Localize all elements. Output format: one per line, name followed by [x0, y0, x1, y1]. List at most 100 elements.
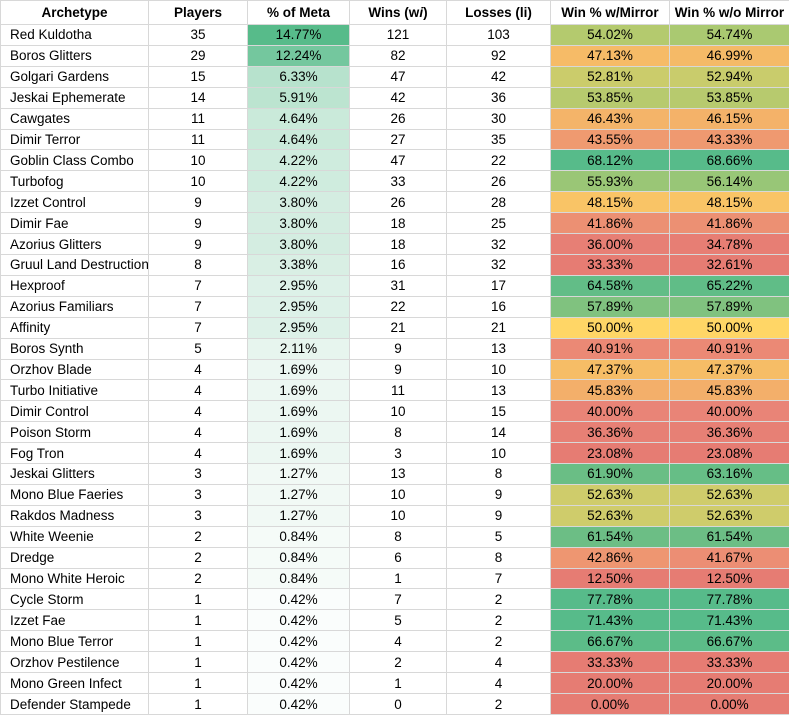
cell-win-mirror[interactable]: 52.63%: [550, 483, 670, 506]
cell-meta[interactable]: 1.69%: [247, 400, 350, 423]
cell-players[interactable]: 14: [148, 86, 248, 109]
cell-losses[interactable]: 7: [446, 567, 551, 590]
cell-win-mirror[interactable]: 46.43%: [550, 107, 670, 130]
cell-win-mirror[interactable]: 50.00%: [550, 316, 670, 339]
cell-win-mirror[interactable]: 68.12%: [550, 149, 670, 172]
cell-players[interactable]: 10: [148, 170, 248, 193]
cell-meta[interactable]: 0.84%: [247, 525, 350, 548]
cell-win-no-mirror[interactable]: 46.99%: [669, 44, 789, 67]
cell-players[interactable]: 4: [148, 442, 248, 465]
cell-meta[interactable]: 0.42%: [247, 588, 350, 611]
cell-wins[interactable]: 26: [349, 107, 447, 130]
cell-players[interactable]: 7: [148, 316, 248, 339]
cell-win-mirror[interactable]: 61.54%: [550, 525, 670, 548]
cell-players[interactable]: 1: [148, 630, 248, 653]
cell-meta[interactable]: 0.42%: [247, 630, 350, 653]
cell-archetype[interactable]: Poison Storm: [0, 421, 149, 444]
cell-wins[interactable]: 8: [349, 525, 447, 548]
cell-win-no-mirror[interactable]: 54.74%: [669, 24, 789, 46]
cell-wins[interactable]: 47: [349, 149, 447, 172]
cell-wins[interactable]: 4: [349, 630, 447, 653]
cell-wins[interactable]: 13: [349, 463, 447, 485]
cell-losses[interactable]: 13: [446, 379, 551, 402]
cell-players[interactable]: 11: [148, 107, 248, 130]
cell-win-no-mirror[interactable]: 0.00%: [669, 693, 789, 715]
cell-wins[interactable]: 9: [349, 358, 447, 381]
cell-meta[interactable]: 0.42%: [247, 609, 350, 632]
cell-win-no-mirror[interactable]: 61.54%: [669, 525, 789, 548]
cell-losses[interactable]: 30: [446, 107, 551, 130]
col-header-win-mirror[interactable]: Win % w/Mirror: [550, 0, 670, 25]
cell-archetype[interactable]: White Weenie: [0, 525, 149, 548]
cell-wins[interactable]: 18: [349, 233, 447, 255]
cell-win-mirror[interactable]: 57.89%: [550, 295, 670, 318]
cell-win-no-mirror[interactable]: 71.43%: [669, 609, 789, 632]
col-header-meta[interactable]: % of Meta: [247, 0, 350, 25]
cell-wins[interactable]: 21: [349, 316, 447, 339]
cell-win-no-mirror[interactable]: 57.89%: [669, 295, 789, 318]
cell-players[interactable]: 4: [148, 421, 248, 444]
cell-win-mirror[interactable]: 36.00%: [550, 233, 670, 255]
cell-losses[interactable]: 10: [446, 358, 551, 381]
cell-losses[interactable]: 26: [446, 170, 551, 193]
cell-losses[interactable]: 9: [446, 504, 551, 527]
cell-archetype[interactable]: Dimir Terror: [0, 128, 149, 151]
cell-losses[interactable]: 32: [446, 233, 551, 255]
cell-win-mirror[interactable]: 52.81%: [550, 65, 670, 88]
cell-losses[interactable]: 36: [446, 86, 551, 109]
col-header-losses[interactable]: Losses (li): [446, 0, 551, 25]
cell-wins[interactable]: 82: [349, 44, 447, 67]
cell-meta[interactable]: 0.42%: [247, 693, 350, 715]
cell-players[interactable]: 1: [148, 651, 248, 674]
cell-meta[interactable]: 1.27%: [247, 504, 350, 527]
cell-players[interactable]: 1: [148, 693, 248, 715]
cell-wins[interactable]: 10: [349, 483, 447, 506]
cell-players[interactable]: 3: [148, 463, 248, 485]
cell-win-no-mirror[interactable]: 32.61%: [669, 253, 789, 276]
cell-archetype[interactable]: Cawgates: [0, 107, 149, 130]
cell-players[interactable]: 7: [148, 295, 248, 318]
cell-losses[interactable]: 8: [446, 546, 551, 569]
cell-wins[interactable]: 5: [349, 609, 447, 632]
cell-wins[interactable]: 3: [349, 442, 447, 465]
cell-players[interactable]: 8: [148, 253, 248, 276]
cell-players[interactable]: 15: [148, 65, 248, 88]
cell-wins[interactable]: 121: [349, 24, 447, 46]
cell-win-mirror[interactable]: 36.36%: [550, 421, 670, 444]
cell-meta[interactable]: 0.42%: [247, 672, 350, 694]
cell-losses[interactable]: 2: [446, 693, 551, 715]
cell-meta[interactable]: 4.64%: [247, 107, 350, 130]
col-header-players[interactable]: Players: [148, 0, 248, 25]
cell-losses[interactable]: 14: [446, 421, 551, 444]
cell-archetype[interactable]: Turbo Initiative: [0, 379, 149, 402]
cell-win-mirror[interactable]: 71.43%: [550, 609, 670, 632]
cell-losses[interactable]: 25: [446, 212, 551, 235]
cell-meta[interactable]: 1.69%: [247, 442, 350, 465]
cell-win-no-mirror[interactable]: 33.33%: [669, 651, 789, 674]
col-header-archetype[interactable]: Archetype: [0, 0, 149, 25]
cell-players[interactable]: 1: [148, 672, 248, 694]
cell-win-no-mirror[interactable]: 41.86%: [669, 212, 789, 235]
cell-losses[interactable]: 2: [446, 630, 551, 653]
cell-win-no-mirror[interactable]: 43.33%: [669, 128, 789, 151]
col-header-win-no-mirror[interactable]: Win % w/o Mirror: [669, 0, 789, 25]
cell-losses[interactable]: 13: [446, 337, 551, 360]
cell-archetype[interactable]: Defender Stampede: [0, 693, 149, 715]
cell-win-mirror[interactable]: 45.83%: [550, 379, 670, 402]
cell-players[interactable]: 9: [148, 233, 248, 255]
cell-archetype[interactable]: Mono White Heroic: [0, 567, 149, 590]
cell-win-no-mirror[interactable]: 34.78%: [669, 233, 789, 255]
cell-win-mirror[interactable]: 23.08%: [550, 442, 670, 465]
cell-losses[interactable]: 5: [446, 525, 551, 548]
cell-win-no-mirror[interactable]: 40.00%: [669, 400, 789, 423]
cell-win-mirror[interactable]: 33.33%: [550, 651, 670, 674]
cell-players[interactable]: 7: [148, 274, 248, 297]
cell-archetype[interactable]: Azorius Glitters: [0, 233, 149, 255]
cell-wins[interactable]: 42: [349, 86, 447, 109]
cell-archetype[interactable]: Turbofog: [0, 170, 149, 193]
cell-wins[interactable]: 7: [349, 588, 447, 611]
cell-losses[interactable]: 2: [446, 588, 551, 611]
cell-win-no-mirror[interactable]: 20.00%: [669, 672, 789, 694]
cell-meta[interactable]: 2.95%: [247, 274, 350, 297]
cell-win-mirror[interactable]: 47.13%: [550, 44, 670, 67]
